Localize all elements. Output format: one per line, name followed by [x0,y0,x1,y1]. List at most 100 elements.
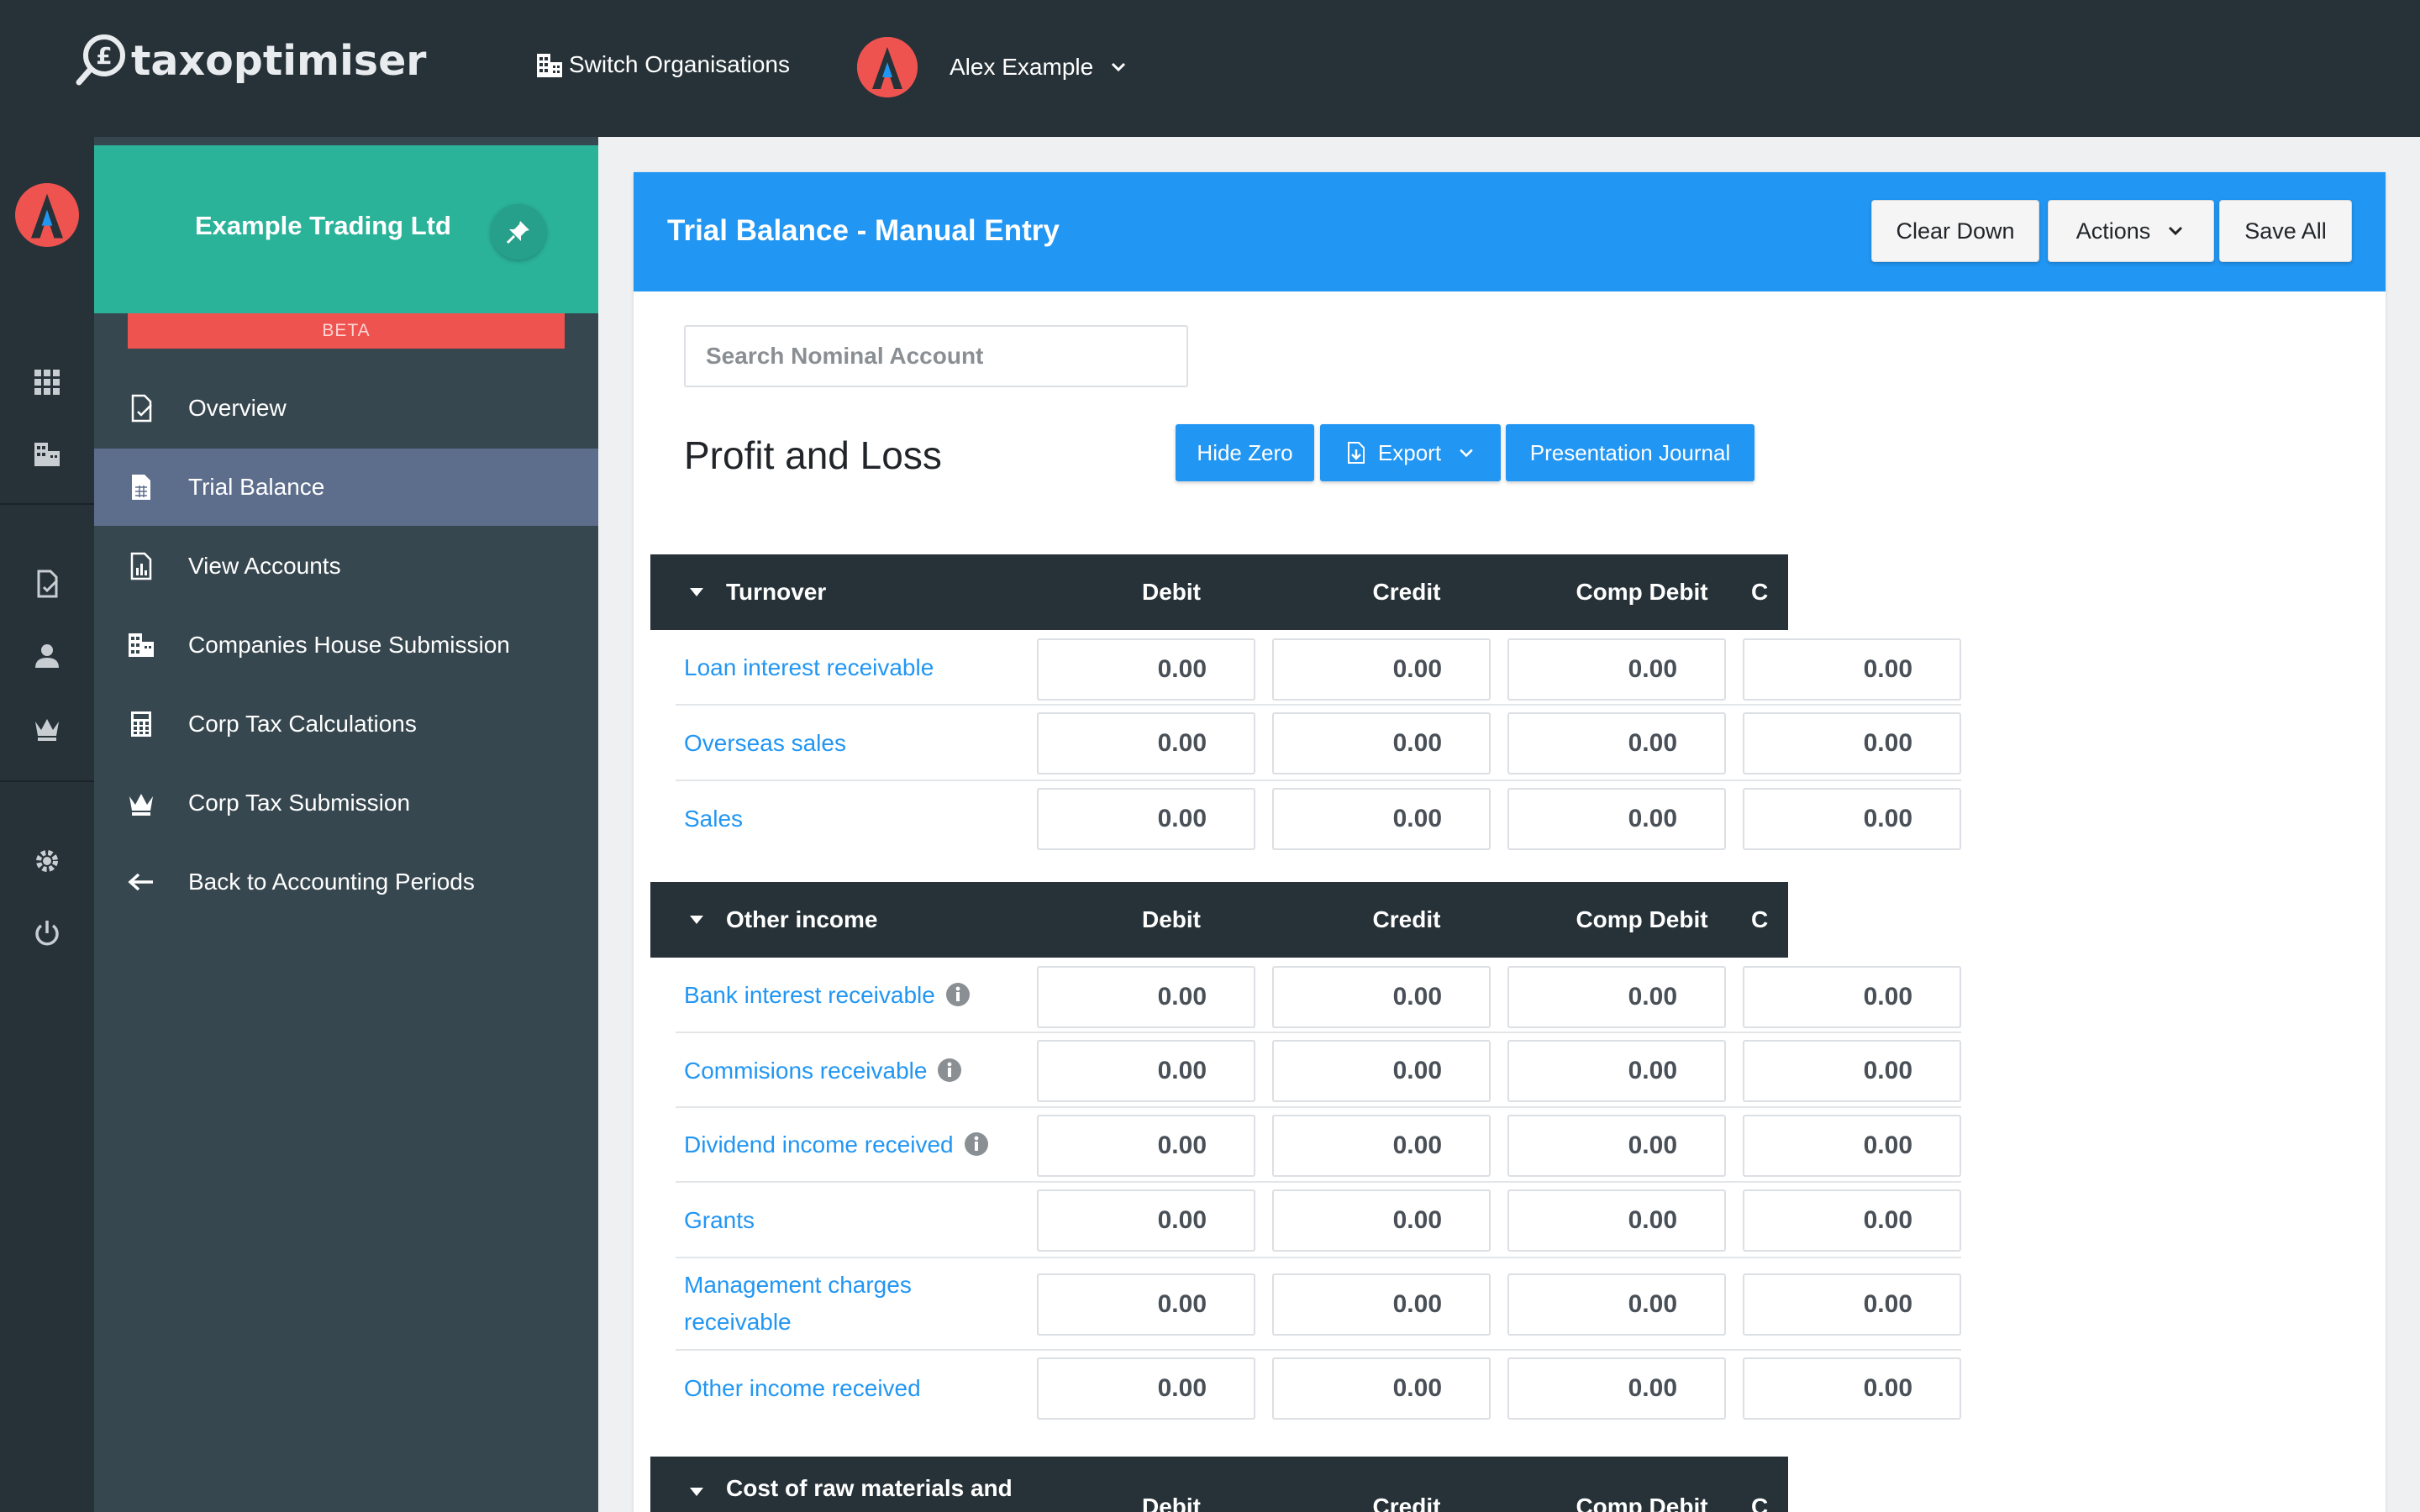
credit-input[interactable]: 0.00 [1272,638,1491,701]
column-header-credit: Credit [1372,1494,1441,1512]
credit-input[interactable]: 0.00 [1272,1273,1491,1336]
column-header-comp-debit: Comp Debit [1576,906,1708,932]
document-check-icon[interactable] [30,567,64,601]
clear-down-button[interactable]: Clear Down [1871,200,2039,262]
magnifier-pound-icon: £ [74,32,128,89]
brand-logo[interactable]: £ taxoptimiser [74,32,426,89]
column-header-debit: Debit [1142,579,1201,605]
debit-input[interactable]: 0.00 [1037,1273,1255,1336]
hide-zero-button[interactable]: Hide Zero [1176,424,1314,481]
main-content: Trial Balance - Manual Entry Clear Down … [598,137,2420,1512]
account-link[interactable]: Management charges receivable [684,1267,912,1341]
export-dropdown[interactable]: Export [1320,424,1501,481]
account-link[interactable]: Bank interest receivable [684,977,971,1014]
svg-text:£: £ [96,42,112,70]
comp-credit-input[interactable]: 0.00 [1743,1115,1961,1177]
comp-debit-input[interactable]: 0.00 [1507,1115,1726,1177]
account-link[interactable]: Commisions receivable [684,1053,962,1089]
debit-input[interactable]: 0.00 [1037,1115,1255,1177]
table-row: Sales 0.00 0.00 0.00 0.00 [676,781,1961,857]
chevron-down-icon [2169,226,2183,236]
credit-input[interactable]: 0.00 [1272,966,1491,1028]
search-input[interactable] [684,325,1188,387]
group-header-cost-of-raw-materials[interactable]: Cost of raw materials andconsumables Deb… [650,1457,1788,1512]
save-all-button[interactable]: Save All [2219,200,2352,262]
comp-credit-input[interactable]: 0.00 [1743,1189,1961,1252]
column-header-comp-credit: C [1751,1494,1769,1512]
comp-credit-input[interactable]: 0.00 [1743,1273,1961,1336]
pin-button[interactable] [491,204,546,260]
credit-input[interactable]: 0.00 [1272,712,1491,774]
comp-credit-input[interactable]: 0.00 [1743,788,1961,850]
chevron-down-icon [1460,449,1473,458]
sidebar-item-trial-balance[interactable]: Trial Balance [94,449,598,526]
section-title: Profit and Loss [684,433,942,477]
sidebar-item-back-to-periods[interactable]: Back to Accounting Periods [94,843,598,921]
debit-input[interactable]: 0.00 [1037,1357,1255,1420]
comp-debit-input[interactable]: 0.00 [1507,712,1726,774]
account-link[interactable]: Overseas sales [684,730,846,756]
credit-input[interactable]: 0.00 [1272,788,1491,850]
comp-credit-input[interactable]: 0.00 [1743,1357,1961,1420]
building-icon[interactable] [30,438,64,471]
credit-input[interactable]: 0.00 [1272,1040,1491,1102]
comp-credit-input[interactable]: 0.00 [1743,712,1961,774]
info-icon[interactable] [937,1058,962,1083]
account-link[interactable]: Loan interest receivable [684,654,934,680]
account-label: Dividend income received [684,1131,954,1158]
user-menu[interactable]: Alex Example [857,37,1128,97]
comp-debit-input[interactable]: 0.00 [1507,638,1726,701]
actions-dropdown[interactable]: Actions [2048,200,2214,262]
credit-input[interactable]: 0.00 [1272,1357,1491,1420]
account-link[interactable]: Dividend income received [684,1126,989,1163]
gear-icon[interactable] [30,844,64,878]
comp-credit-input[interactable]: 0.00 [1743,966,1961,1028]
comp-debit-input[interactable]: 0.00 [1507,1040,1726,1102]
debit-input[interactable]: 0.00 [1037,1040,1255,1102]
table-row: Grants 0.00 0.00 0.00 0.00 [676,1183,1961,1258]
comp-debit-input[interactable]: 0.00 [1507,788,1726,850]
download-document-icon [1347,442,1365,464]
group-header-turnover[interactable]: Turnover Debit Credit Comp Debit C [650,554,1788,630]
debit-input[interactable]: 0.00 [1037,1189,1255,1252]
account-link[interactable]: Grants [684,1207,755,1233]
comp-debit-input[interactable]: 0.00 [1507,966,1726,1028]
user-icon[interactable] [30,639,64,673]
debit-input[interactable]: 0.00 [1037,638,1255,701]
sidebar-item-view-accounts[interactable]: View Accounts [94,528,598,605]
group-header-other-income[interactable]: Other income Debit Credit Comp Debit C [650,882,1788,958]
crown-icon[interactable] [30,711,64,745]
group-name-line1: Cost of raw materials and [726,1475,1013,1501]
crown-icon [129,794,153,816]
comp-debit-input[interactable]: 0.00 [1507,1273,1726,1336]
org-avatar[interactable] [15,183,79,247]
account-label-line1: Management charges [684,1272,912,1298]
info-icon[interactable] [964,1131,989,1157]
credit-input[interactable]: 0.00 [1272,1189,1491,1252]
sidebar-item-corp-tax-calculations[interactable]: Corp Tax Calculations [94,685,598,763]
comp-debit-input[interactable]: 0.00 [1507,1357,1726,1420]
sidebar-item-corp-tax-submission[interactable]: Corp Tax Submission [94,764,598,842]
sidebar-item-overview[interactable]: Overview [94,370,598,447]
debit-input[interactable]: 0.00 [1037,788,1255,850]
debit-input[interactable]: 0.00 [1037,712,1255,774]
account-link[interactable]: Sales [684,806,744,832]
power-icon[interactable] [30,916,64,950]
account-link[interactable]: Other income received [684,1375,921,1401]
caret-down-icon [690,1488,703,1496]
presentation-journal-button[interactable]: Presentation Journal [1506,424,1754,481]
table-row: Dividend income received 0.00 0.00 0.00 … [676,1108,1961,1183]
sidebar-item-companies-house[interactable]: Companies House Submission [94,606,598,684]
account-label-line2: receivable [684,1309,792,1335]
rail-divider [0,503,94,505]
comp-credit-input[interactable]: 0.00 [1743,638,1961,701]
apps-grid-icon[interactable] [30,365,64,399]
credit-input[interactable]: 0.00 [1272,1115,1491,1177]
info-icon[interactable] [945,982,971,1007]
group-name: Turnover [726,579,827,605]
switch-organisations-link[interactable]: Switch Organisations [535,50,790,79]
debit-input[interactable]: 0.00 [1037,966,1255,1028]
comp-credit-input[interactable]: 0.00 [1743,1040,1961,1102]
building-icon [537,54,562,77]
comp-debit-input[interactable]: 0.00 [1507,1189,1726,1252]
